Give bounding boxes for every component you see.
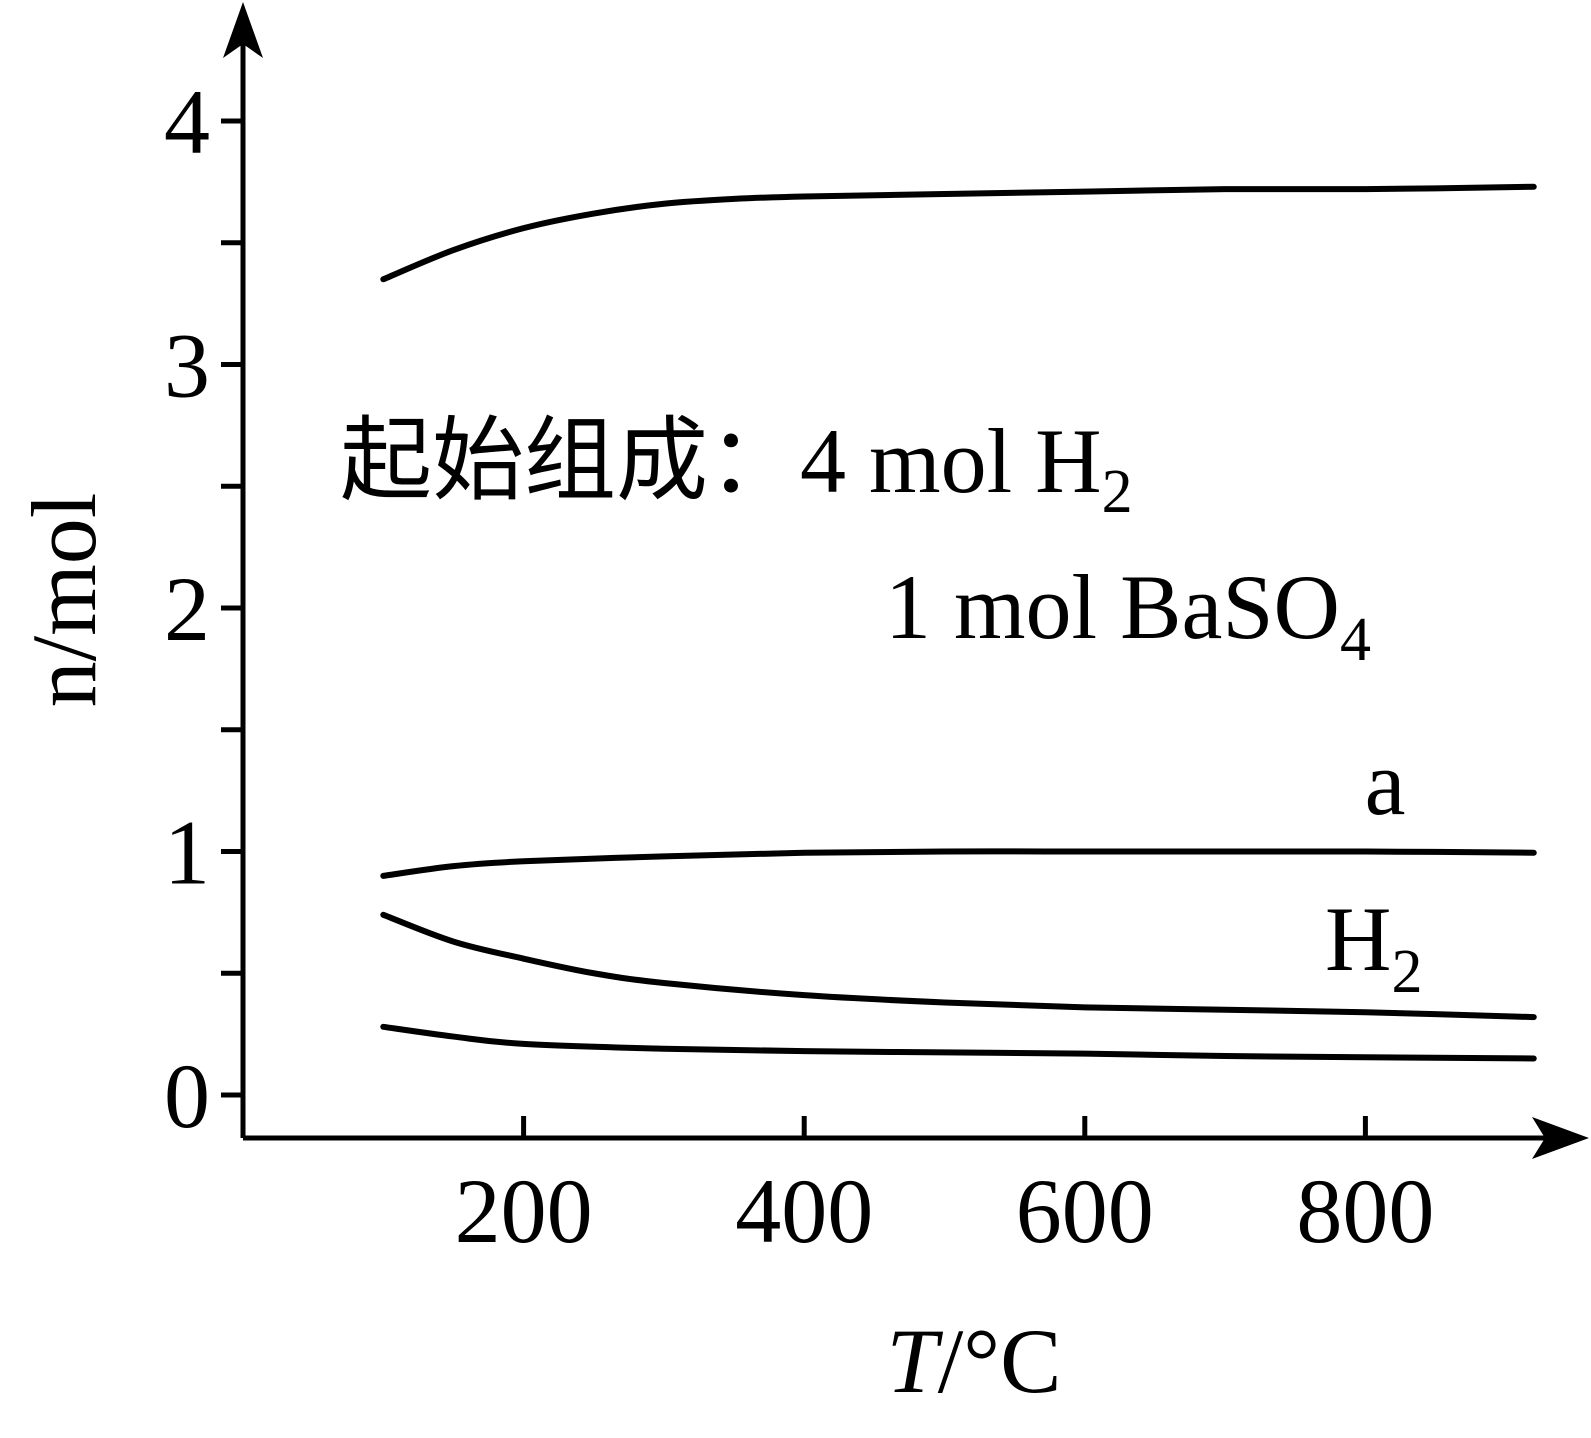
series-label-h2-main: H (1325, 888, 1391, 990)
x-tick-label: 400 (735, 1160, 873, 1262)
series-label-a: a (1365, 732, 1406, 834)
annotation-h2-amount: 4 mol H (800, 410, 1102, 512)
series-bottom-line (380, 1023, 1537, 1062)
annotation-h2-subscript: 2 (1102, 458, 1133, 526)
annotation-line1: 起始组成：4 mol H2 (340, 410, 1133, 526)
x-tick-label: 600 (1016, 1160, 1154, 1262)
x-axis-arrow (1532, 1117, 1589, 1159)
y-axis-arrow (223, 2, 263, 58)
annotation-baso4-subscript: 4 (1340, 606, 1371, 674)
annotation-line2: 1 mol BaSO4 (885, 556, 1371, 674)
y-tick-label: 2 (164, 558, 210, 660)
ticks: 0 1 2 3 4 200 400 600 800 (164, 71, 1434, 1262)
x-tick-label: 800 (1296, 1160, 1434, 1262)
series-a-line (380, 848, 1537, 879)
y-tick-label: 4 (164, 71, 210, 173)
y-tick-label: 1 (164, 802, 210, 904)
y-tick-label: 3 (164, 315, 210, 417)
axes (223, 2, 1589, 1159)
series-group (380, 183, 1537, 1062)
x-axis-label-unit: /°C (938, 1310, 1062, 1412)
series-label-h2: H2 (1325, 888, 1422, 1006)
y-tick-label: 0 (164, 1045, 210, 1147)
x-axis-label-var: T (887, 1310, 944, 1412)
annotation-baso4-amount: 1 mol BaSO (885, 556, 1340, 658)
series-label-h2-sub: 2 (1391, 938, 1422, 1006)
series-top-line (380, 183, 1537, 283)
annotation-label: 起始组成： (340, 410, 800, 512)
series-h2-line (380, 911, 1537, 1021)
y-axis-label: n/mol (13, 493, 115, 708)
annotation: 起始组成：4 mol H2 1 mol BaSO4 (340, 410, 1371, 674)
x-tick-label: 200 (455, 1160, 593, 1262)
x-axis-label: T/°C (887, 1310, 1062, 1412)
